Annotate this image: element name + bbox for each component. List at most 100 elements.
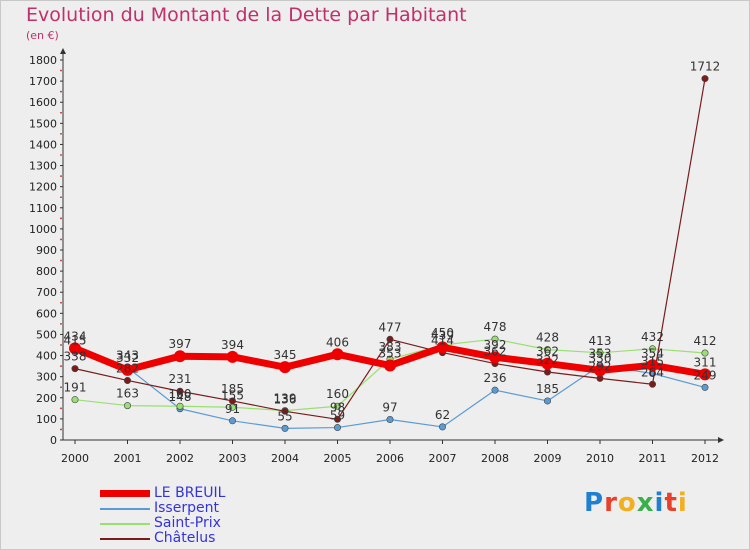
series-point-3 — [333, 415, 341, 423]
data-label: 163 — [116, 387, 139, 401]
y-tick-label: 100 — [36, 413, 57, 426]
y-tick-label: 1700 — [29, 75, 57, 88]
series-point-0 — [174, 350, 186, 363]
series-point-3 — [176, 387, 184, 395]
series-point-0 — [541, 357, 554, 370]
y-tick-label: 1800 — [29, 54, 57, 67]
y-tick-label: 0 — [50, 434, 57, 447]
data-label: 236 — [484, 371, 507, 385]
data-label: 439 — [431, 328, 454, 342]
series-point-1 — [386, 416, 394, 424]
data-label: 231 — [169, 372, 192, 386]
data-label: 392 — [484, 338, 507, 352]
data-label: 477 — [379, 320, 402, 334]
data-label: 311 — [694, 355, 717, 369]
data-label: 338 — [64, 350, 87, 364]
logo-letter: o — [617, 488, 637, 518]
y-minor-tick — [60, 111, 62, 114]
x-tick-label: 2002 — [166, 452, 194, 465]
x-tick-label: 2007 — [429, 452, 457, 465]
series-point-3 — [281, 407, 289, 415]
data-label: 343 — [116, 349, 139, 363]
data-label: 434 — [64, 329, 87, 343]
legend-swatch-isserpent — [100, 508, 150, 510]
legend-swatch-saint-prix — [100, 523, 150, 525]
y-minor-tick — [60, 322, 62, 325]
data-label: 98 — [330, 400, 345, 414]
legend-item-isserpent: Isserpent — [100, 500, 320, 516]
y-tick-label: 600 — [36, 307, 57, 320]
y-tick-label: 300 — [36, 371, 57, 384]
y-minor-tick — [60, 154, 62, 156]
y-tick-label: 500 — [36, 328, 57, 341]
series-point-0 — [384, 359, 396, 372]
data-label: 413 — [589, 334, 612, 348]
series-point-3 — [648, 380, 656, 388]
series-point-0 — [121, 363, 134, 376]
series-point-0 — [646, 359, 659, 372]
y-tick-label: 200 — [36, 392, 57, 405]
y-tick-label: 900 — [36, 244, 57, 257]
data-label: 478 — [484, 320, 507, 334]
data-label: 55 — [277, 409, 292, 423]
series-point-0 — [436, 341, 449, 354]
series-point-2 — [596, 349, 604, 357]
y-minor-tick — [60, 69, 62, 72]
series-point-3 — [543, 368, 551, 376]
series-point-2 — [543, 346, 551, 354]
data-label: 59 — [330, 409, 345, 423]
x-tick-label: 2004 — [271, 452, 299, 465]
y-tick-label: 400 — [36, 350, 57, 363]
legend-label-isserpent: Isserpent — [154, 500, 219, 516]
data-label: 330 — [589, 351, 612, 365]
series-point-2 — [71, 396, 79, 404]
data-label: 91 — [225, 402, 240, 416]
data-label: 322 — [536, 353, 559, 367]
data-label: 428 — [536, 331, 559, 345]
chart-title: Evolution du Montant de la Dette par Hab… — [26, 4, 467, 26]
series-point-3 — [701, 75, 709, 83]
y-minor-tick — [60, 238, 62, 241]
data-label: 412 — [694, 334, 717, 348]
series-point-0 — [226, 350, 239, 363]
series-point-1 — [543, 397, 551, 405]
legend-swatch-le-breuil — [100, 490, 150, 497]
data-label: 191 — [64, 381, 87, 395]
data-label: 450 — [431, 326, 454, 340]
y-tick-label: 1000 — [29, 223, 57, 236]
x-tick-label: 2010 — [586, 452, 614, 465]
logo-letter: P — [584, 488, 605, 518]
y-minor-tick — [60, 344, 62, 346]
data-label: 315 — [641, 355, 664, 369]
data-label: 139 — [274, 392, 297, 406]
y-tick-label: 1200 — [29, 181, 57, 194]
y-minor-tick — [60, 365, 62, 368]
legend-item-le-breuil: LE BREUIL — [100, 485, 320, 501]
series-point-0 — [594, 364, 606, 377]
legend-swatch-chatelus — [100, 538, 150, 540]
series-point-3 — [229, 397, 237, 405]
y-tick-label: 1300 — [29, 160, 57, 173]
series-point-1 — [333, 424, 341, 432]
legend-label-saint-prix: Saint-Prix — [154, 515, 221, 531]
x-tick-label: 2003 — [219, 452, 247, 465]
series-point-1 — [701, 383, 709, 391]
data-label: 185 — [536, 382, 559, 396]
data-label: 397 — [169, 337, 192, 351]
data-label: 1712 — [690, 60, 721, 74]
series-point-1 — [491, 386, 499, 394]
logo-letter: r — [604, 488, 618, 518]
data-label: 383 — [379, 340, 402, 354]
y-minor-tick — [60, 280, 62, 283]
logo-letter: t — [664, 488, 678, 518]
series-point-3 — [386, 335, 394, 343]
x-axis-arrow — [718, 437, 724, 443]
series-point-1 — [438, 423, 446, 431]
data-label: 362 — [484, 345, 507, 359]
y-axis-arrow — [60, 48, 66, 54]
data-label: 97 — [382, 401, 397, 415]
chart-legend: LE BREUIL Isserpent Saint-Prix Châtelus — [100, 485, 320, 546]
series-point-1 — [281, 424, 289, 432]
series-point-0 — [69, 342, 81, 355]
